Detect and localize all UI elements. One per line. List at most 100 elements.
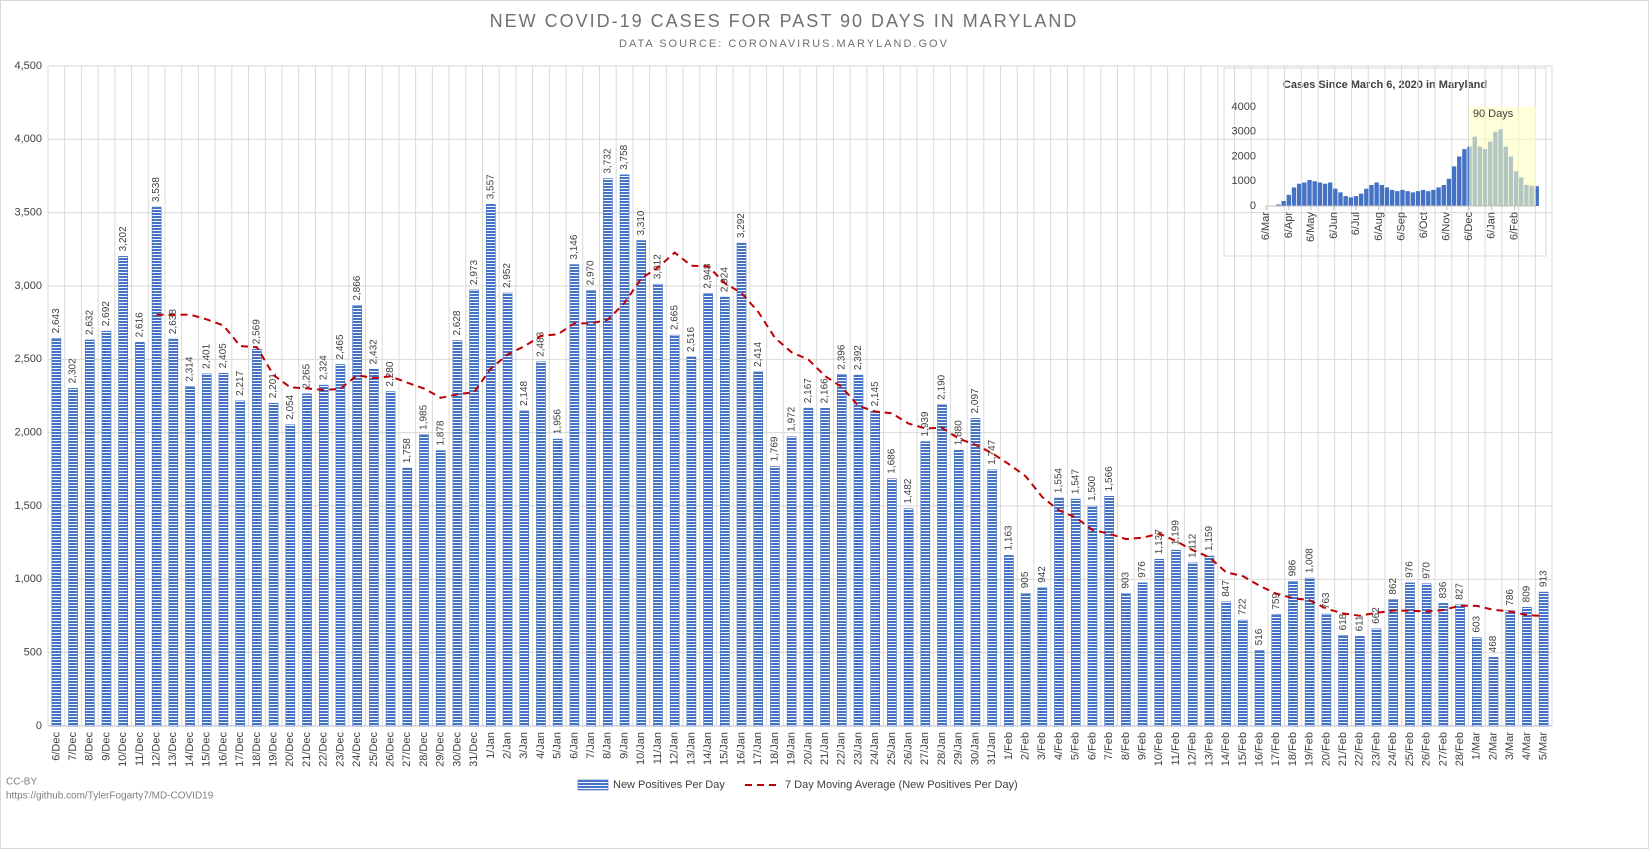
- x-tick-label: 24/Jan: [869, 732, 881, 765]
- x-tick-label: 9/Jan: [618, 732, 630, 759]
- x-tick-label: 8/Jan: [602, 732, 614, 759]
- value-label: 1,985: [419, 404, 430, 429]
- x-tick-label: 10/Feb: [1153, 732, 1165, 766]
- bar: [1321, 613, 1332, 727]
- value-label: 2,148: [519, 380, 530, 405]
- bar: [903, 508, 914, 727]
- inset-x-tick-label: 6/Jan: [1486, 212, 1498, 239]
- value-label: 3,732: [602, 148, 613, 173]
- bar: [1538, 591, 1549, 727]
- bar: [84, 339, 95, 727]
- value-label: 970: [1421, 562, 1432, 579]
- bar: [185, 386, 195, 727]
- bar: [1070, 498, 1081, 727]
- inset-bar: [1369, 184, 1374, 206]
- x-tick-label: 19/Jan: [786, 732, 798, 765]
- value-label: 2,616: [135, 312, 146, 337]
- bar: [101, 330, 112, 727]
- x-tick-label: 30/Jan: [969, 732, 981, 765]
- value-label: 1,956: [552, 409, 563, 434]
- value-label: 1,500: [1087, 476, 1098, 501]
- bar: [1154, 558, 1165, 727]
- y-tick-label: 500: [24, 647, 42, 659]
- inset-bar: [1451, 166, 1457, 206]
- bar: [218, 372, 229, 727]
- bar: [686, 356, 697, 727]
- value-label: 2,167: [803, 378, 814, 403]
- inset-x-tick-label: 6/Feb: [1509, 212, 1521, 240]
- value-label: 913: [1538, 570, 1549, 587]
- bar: [887, 478, 897, 727]
- x-tick-label: 21/Feb: [1337, 732, 1349, 766]
- bar: [519, 410, 530, 727]
- inset-bar: [1358, 193, 1364, 206]
- inset-bar: [1343, 196, 1348, 206]
- value-label: 2,483: [536, 331, 547, 356]
- x-tick-label: 12/Feb: [1187, 732, 1199, 766]
- inset-x-tick-label: 6/Apr: [1283, 212, 1295, 239]
- value-label: 1,159: [1204, 526, 1215, 551]
- value-label: 2,097: [970, 388, 981, 413]
- bar: [603, 178, 613, 727]
- value-label: 1,769: [770, 436, 781, 461]
- value-label: 3,292: [736, 213, 747, 238]
- value-label: 2,465: [335, 334, 346, 359]
- inset-bar: [1395, 191, 1400, 206]
- x-tick-label: 1/Feb: [1003, 732, 1015, 760]
- bar: [736, 242, 747, 727]
- y-tick-label: 0: [36, 720, 42, 732]
- bar: [1371, 628, 1382, 727]
- bar: [1388, 599, 1399, 727]
- bar: [302, 393, 312, 727]
- value-label: 2,302: [68, 358, 79, 383]
- x-tick-label: 21/Dec: [301, 732, 313, 767]
- bar: [920, 441, 931, 727]
- x-tick-label: 15/Feb: [1237, 732, 1249, 766]
- bar: [335, 364, 346, 727]
- x-tick-label: 19/Dec: [268, 732, 280, 767]
- inset-bar: [1364, 188, 1369, 206]
- value-label: 986: [1288, 559, 1299, 576]
- x-tick-label: 22/Jan: [836, 732, 848, 765]
- value-label: 809: [1522, 585, 1533, 602]
- value-label: 2,665: [669, 305, 680, 330]
- value-label: 2,401: [201, 343, 212, 368]
- value-label: 1,878: [435, 420, 446, 445]
- x-tick-label: 25/Dec: [368, 732, 380, 767]
- inset-bar: [1446, 178, 1452, 206]
- inset-bar: [1400, 189, 1405, 206]
- bar: [703, 293, 713, 727]
- inset-bar: [1312, 181, 1317, 206]
- value-label: 2,948: [703, 263, 714, 288]
- bar: [753, 371, 764, 727]
- x-tick-label: 14/Feb: [1220, 732, 1232, 766]
- value-label: 1,880: [953, 420, 964, 445]
- x-tick-label: 4/Jan: [535, 732, 547, 759]
- x-tick-label: 12/Jan: [669, 732, 681, 765]
- legend-label: New Positives Per Day: [613, 779, 725, 791]
- value-label: 1,163: [1004, 525, 1015, 550]
- y-tick-label: 2,500: [14, 353, 42, 365]
- inset-bar: [1302, 182, 1307, 206]
- bar: [586, 290, 596, 727]
- inset-bar: [1457, 156, 1462, 206]
- x-tick-label: 27/Dec: [401, 732, 413, 767]
- inset-y-tick-label: 4000: [1232, 101, 1256, 113]
- x-tick-label: 3/Mar: [1504, 732, 1516, 760]
- inset-x-tick-label: 6/Mar: [1260, 212, 1272, 240]
- value-label: 903: [1121, 571, 1132, 588]
- value-label: 2,201: [268, 373, 279, 398]
- bar: [385, 391, 396, 727]
- bar: [1338, 635, 1348, 727]
- y-tick-label: 1,500: [14, 500, 42, 512]
- bar: [1121, 593, 1131, 727]
- bar: [201, 373, 212, 727]
- x-tick-label: 3/Feb: [1036, 732, 1048, 760]
- bar: [719, 296, 730, 727]
- bar: [636, 240, 647, 727]
- inset-bar: [1534, 186, 1539, 206]
- x-tick-label: 13/Jan: [685, 732, 697, 765]
- value-label: 2,638: [168, 309, 179, 334]
- x-tick-label: 24/Dec: [351, 732, 363, 767]
- value-label: 468: [1488, 635, 1499, 652]
